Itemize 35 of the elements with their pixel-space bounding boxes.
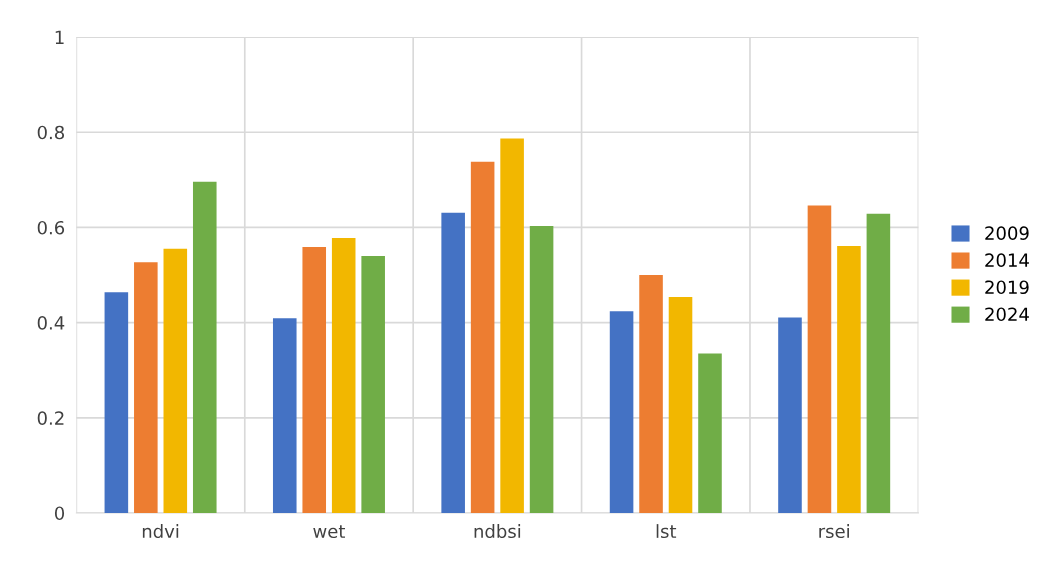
bar xyxy=(698,353,722,513)
bar xyxy=(470,161,495,513)
x-tick-label: ndbsi xyxy=(474,524,521,539)
bar xyxy=(529,226,554,513)
bar xyxy=(361,255,385,513)
bar xyxy=(668,296,693,513)
bar xyxy=(500,138,524,513)
bar xyxy=(134,262,158,513)
legend-label: 2009 xyxy=(985,226,1029,240)
bar xyxy=(272,318,297,513)
legend-label: 2024 xyxy=(985,307,1029,322)
x-tick-label: lst xyxy=(656,524,677,539)
bar xyxy=(866,213,891,513)
y-tick-label: 1 xyxy=(55,30,64,44)
y-tick-label: 0.4 xyxy=(37,316,65,330)
y-tick-label: 0.6 xyxy=(37,220,65,235)
x-tick-label: wet xyxy=(313,525,346,539)
bar xyxy=(807,205,832,513)
bar xyxy=(837,245,861,513)
x-tick-label: ndvi xyxy=(142,524,179,539)
legend-label: 2019 xyxy=(985,280,1029,295)
x-tick-label: rsei xyxy=(819,524,849,539)
bar xyxy=(609,311,634,513)
bar xyxy=(192,181,217,513)
y-tick-label: 0 xyxy=(54,506,65,521)
bar xyxy=(163,248,188,513)
legend-label: 2014 xyxy=(985,253,1029,268)
y-tick-label: 0.8 xyxy=(37,125,65,140)
bar xyxy=(639,275,663,513)
bar xyxy=(302,246,327,513)
bar xyxy=(778,317,802,513)
y-tick-label: 0.2 xyxy=(37,411,64,425)
bar xyxy=(331,237,356,513)
bar xyxy=(104,292,129,513)
bar xyxy=(441,212,465,513)
